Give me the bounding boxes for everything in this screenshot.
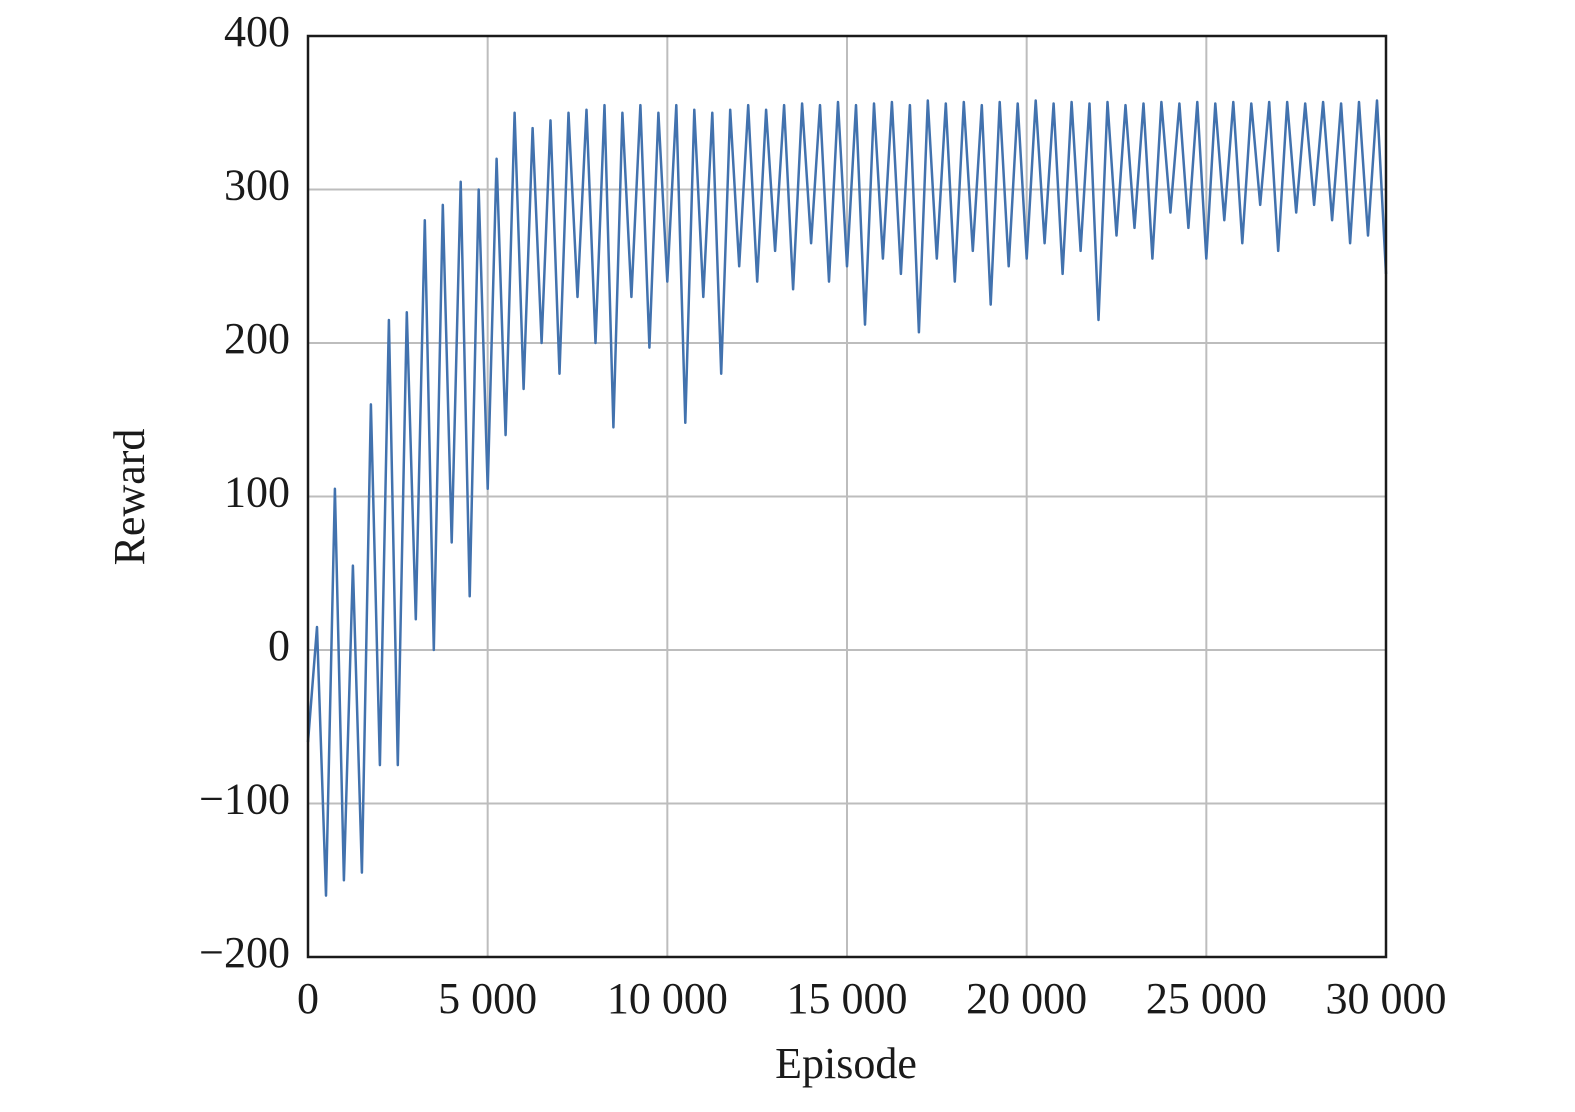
x-tick-label: 5 000: [438, 974, 537, 1023]
x-tick-label: 30 000: [1326, 974, 1447, 1023]
y-tick-label: −200: [199, 928, 290, 977]
data-line: [306, 99, 1388, 897]
y-axis-label: Reward: [105, 429, 154, 566]
x-tick-label: 20 000: [966, 974, 1087, 1023]
y-tick-label: 300: [224, 161, 290, 210]
x-tick-label: 15 000: [787, 974, 908, 1023]
x-tick-label: 25 000: [1146, 974, 1267, 1023]
plot-frame: [306, 34, 1388, 959]
x-tick-label: 10 000: [607, 974, 728, 1023]
y-tick-label: 100: [224, 468, 290, 517]
y-tick-label: 400: [224, 7, 290, 56]
y-tick-label: 200: [224, 314, 290, 363]
y-tick-label: −100: [199, 775, 290, 824]
x-tick-label: 0: [297, 974, 319, 1023]
y-tick-label: 0: [268, 621, 290, 670]
x-axis-label: Episode: [775, 1039, 917, 1088]
